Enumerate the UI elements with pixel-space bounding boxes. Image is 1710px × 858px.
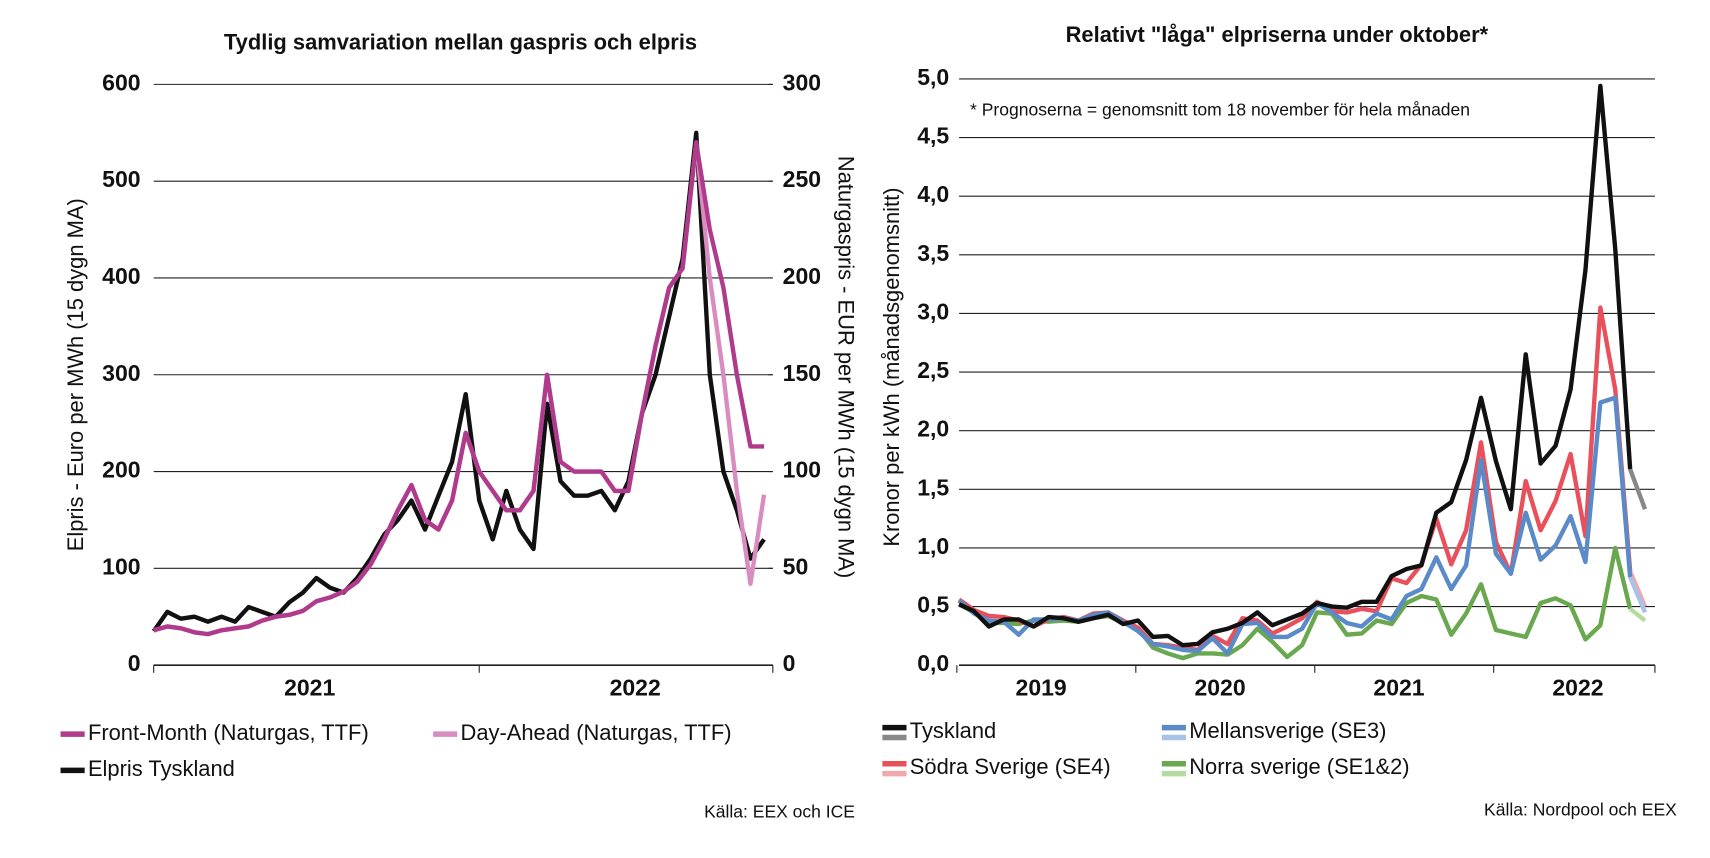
forecast-line: [1628, 576, 1648, 614]
y-tick-label: 4,0: [917, 181, 949, 207]
y-tick-label: 1,5: [917, 474, 949, 500]
series-line: [153, 140, 765, 637]
series-line: [958, 83, 1633, 648]
y-tick-label: 5,0: [917, 64, 949, 90]
x-tick-label: 2019: [1016, 674, 1067, 700]
y-tick-label: 2,0: [917, 416, 949, 442]
series-line: [958, 545, 1633, 661]
y-tick-label: 2,5: [917, 357, 949, 383]
y2-tick-label: 50: [783, 553, 809, 579]
legend-label: Södra Sverige (SE4): [910, 754, 1111, 779]
y-axis-label: Kronor per kWh (månadsgenomsnitt): [879, 188, 904, 547]
y-tick-label: 600: [102, 69, 140, 95]
legend-label: Tyskland: [910, 718, 996, 743]
y2-tick-label: 0: [783, 650, 796, 676]
y2-tick-label: 200: [783, 263, 821, 289]
y2-tick-label: 250: [783, 166, 821, 192]
series-line: [153, 140, 767, 637]
legend-label: Front-Month (Naturgas, TTF): [88, 720, 369, 745]
y-tick-label: 1,0: [917, 533, 949, 559]
legend-label: Day-Ahead (Naturgas, TTF): [461, 720, 732, 745]
legend-label: Elpris Tyskland: [88, 756, 235, 781]
y2-tick-label: 300: [783, 69, 821, 95]
legend-label: Mellansverige (SE3): [1189, 718, 1386, 743]
y-tick-label: 0: [128, 650, 141, 676]
series-line: [957, 305, 1633, 653]
source: Källa: EEX och ICE: [704, 802, 855, 822]
chart-title: Relativt "låga" elpriserna under oktober…: [1066, 22, 1489, 47]
y2-axis-label: Naturgaspris - EUR per MWh (15 dygn MA): [833, 156, 858, 578]
forecast-line: [1628, 570, 1648, 608]
source: Källa: Nordpool och EEX: [1484, 800, 1677, 820]
forecast-line: [1628, 468, 1648, 510]
x-tick-label: 2022: [610, 674, 661, 700]
y2-tick-label: 150: [783, 360, 821, 386]
x-tick-label: 2021: [284, 674, 335, 700]
y-tick-label: 200: [102, 457, 140, 483]
y-tick-label: 0,0: [917, 650, 949, 676]
annotation: * Prognoserna = genomsnitt tom 18 novemb…: [970, 99, 1470, 119]
forecast-line: [1628, 607, 1647, 623]
chart-title: Tydlig samvariation mellan gaspris och e…: [224, 30, 697, 55]
x-tick-label: 2020: [1194, 674, 1245, 700]
y-tick-label: 0,5: [917, 592, 949, 618]
y-tick-label: 3,5: [917, 240, 949, 266]
y2-tick-label: 100: [783, 457, 821, 483]
legend-label: Norra sverige (SE1&2): [1189, 754, 1409, 779]
y-tick-label: 400: [102, 263, 140, 289]
y-tick-label: 4,5: [917, 123, 949, 149]
x-tick-label: 2021: [1373, 674, 1424, 700]
y-tick-label: 300: [102, 360, 140, 386]
y-tick-label: 100: [102, 553, 140, 579]
x-tick-label: 2022: [1552, 674, 1603, 700]
series-line: [151, 130, 766, 633]
y-axis-label: Elpris - Euro per MWh (15 dygn MA): [63, 198, 88, 551]
y-tick-label: 3,0: [917, 298, 949, 324]
y-tick-label: 500: [102, 166, 140, 192]
